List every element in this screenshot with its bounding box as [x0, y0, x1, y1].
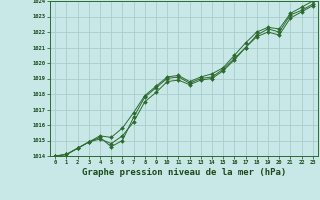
X-axis label: Graphe pression niveau de la mer (hPa): Graphe pression niveau de la mer (hPa)	[82, 168, 286, 177]
